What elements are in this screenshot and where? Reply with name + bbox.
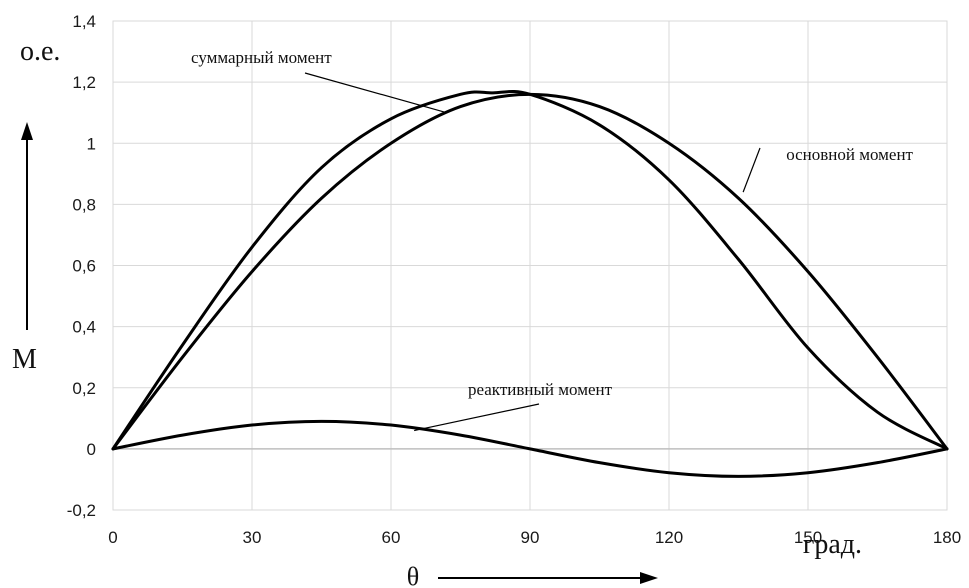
annotation-label-1: основной момент (786, 145, 913, 164)
y-axis-arrowhead (21, 122, 33, 140)
tick-labels: -0,2 0 0,2 0,4 0,6 0,8 1 1,2 1,4 0 30 60 90 120 150 180 (67, 12, 961, 547)
y-tick-label-2: 0,2 (72, 379, 96, 398)
x-tick-label-0: 0 (108, 528, 117, 547)
y-tick-label-4: 0,6 (72, 257, 96, 276)
x-axis-arrowhead (640, 572, 658, 584)
x-tick-label-6: 180 (933, 528, 961, 547)
x-tick-label-3: 90 (521, 528, 540, 547)
y-tick-label-7: 1,2 (72, 73, 96, 92)
y-symbol-label: M (12, 344, 37, 375)
y-tick-label-0: -0,2 (67, 501, 96, 520)
grid (112, 20, 948, 511)
y-tick-label-1: 0 (87, 440, 96, 459)
series-line-main (111, 92, 949, 451)
x-tick-label-5: 150 (794, 528, 822, 547)
annotation-leader-2 (414, 403, 540, 432)
x-tick-label-4: 120 (655, 528, 683, 547)
x-unit-label: град. (803, 529, 862, 560)
annotations: суммарный момент основной момент реактивны… (191, 48, 914, 432)
series-line-total (111, 90, 949, 451)
annotation-leader-0 (304, 72, 447, 114)
y-tick-label-5: 0,8 (72, 195, 96, 214)
y-unit-label: о.е. (20, 36, 60, 67)
x-tick-label-1: 30 (243, 528, 262, 547)
y-tick-label-3: 0,4 (72, 318, 96, 337)
y-tick-label-8: 1,4 (72, 12, 96, 31)
annotation-leader-1 (742, 147, 761, 193)
x-symbol-label: θ (407, 562, 419, 588)
y-tick-label-6: 1 (87, 134, 96, 153)
annotation-label-2: реактивный момент (468, 380, 613, 399)
series-lines (111, 90, 949, 478)
x-tick-label-2: 60 (382, 528, 401, 547)
series-line-reactive (111, 419, 949, 478)
annotation-label-0: суммарный момент (191, 48, 332, 67)
